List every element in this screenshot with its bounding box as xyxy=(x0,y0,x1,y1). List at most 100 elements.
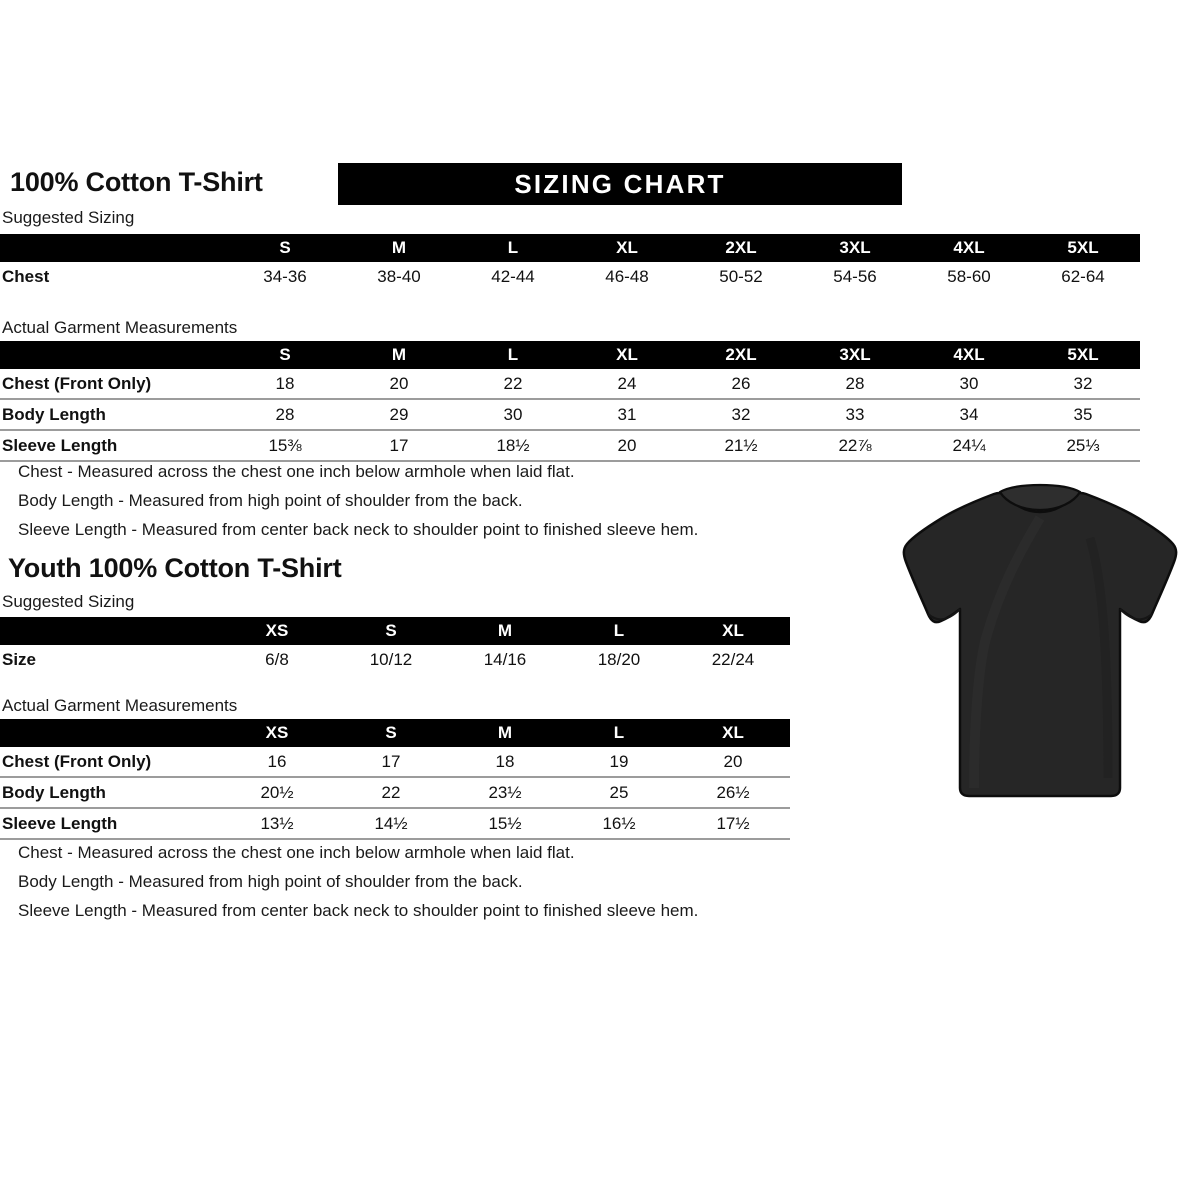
table-cell: 33 xyxy=(798,398,912,430)
table-row: Chest (Front Only) 18 20 22 24 26 28 30 … xyxy=(0,369,1140,399)
adult-suggested-sizing-table: S M L XL 2XL 3XL 4XL 5XL Chest 34-36 38-… xyxy=(0,234,1140,291)
table-row: Size 6/8 10/12 14/16 18/20 22/24 xyxy=(0,645,790,674)
table-cell: 18½ xyxy=(456,429,570,462)
table-row: Body Length 20½ 22 23½ 25 26½ xyxy=(0,776,790,808)
column-header: XL xyxy=(616,238,638,257)
table-cell: 24¼ xyxy=(912,429,1026,462)
table-cell: 24 xyxy=(570,369,684,399)
table-cell: 17½ xyxy=(676,807,790,840)
column-header: 2XL xyxy=(725,345,757,364)
table-cell: 22 xyxy=(456,369,570,399)
table-cell: 16 xyxy=(220,747,334,777)
table-cell: 20 xyxy=(342,369,456,399)
row-label: Body Length xyxy=(0,398,228,430)
table-cell: 25⅓ xyxy=(1026,429,1140,462)
table-cell: 18/20 xyxy=(562,645,676,674)
column-header: 3XL xyxy=(839,345,871,364)
column-header: L xyxy=(613,621,625,640)
row-label: Sleeve Length xyxy=(0,807,220,840)
table-cell: 18 xyxy=(228,369,342,399)
table-row: Body Length 28 29 30 31 32 33 34 35 xyxy=(0,398,1140,430)
table-cell: 14/16 xyxy=(448,645,562,674)
table-cell: 25 xyxy=(562,776,676,808)
table-cell: 38-40 xyxy=(342,262,456,291)
column-header: XL xyxy=(722,621,744,640)
adult-actual-measurements-label: Actual Garment Measurements xyxy=(2,318,238,337)
table-header-row: S M L XL 2XL 3XL 4XL 5XL xyxy=(0,234,1140,262)
column-header: XS xyxy=(265,621,289,640)
column-header: M xyxy=(391,345,407,364)
table-row: Chest (Front Only) 16 17 18 19 20 xyxy=(0,747,790,777)
column-header xyxy=(0,341,228,369)
adult-section-title: 100% Cotton T-Shirt xyxy=(10,167,263,197)
column-header: S xyxy=(279,238,291,257)
table-cell: 22 xyxy=(334,776,448,808)
table-cell: 23½ xyxy=(448,776,562,808)
column-header: M xyxy=(391,238,407,257)
youth-suggested-sizing-label: Suggested Sizing xyxy=(2,592,135,611)
column-header: S xyxy=(279,345,291,364)
table-header-row: S M L XL 2XL 3XL 4XL 5XL xyxy=(0,341,1140,369)
table-cell: 62-64 xyxy=(1026,262,1140,291)
table-cell: 31 xyxy=(570,398,684,430)
row-label: Chest (Front Only) xyxy=(0,747,220,777)
note-line-sleeve-length: Sleeve Length - Measured from center bac… xyxy=(18,901,699,920)
adult-actual-measurements-table: S M L XL 2XL 3XL 4XL 5XL Chest (Front On… xyxy=(0,341,1140,462)
column-header: 5XL xyxy=(1067,345,1099,364)
table-header-row: XS S M L XL xyxy=(0,719,790,747)
column-header: S xyxy=(385,621,397,640)
table-cell: 14½ xyxy=(334,807,448,840)
table-cell: 6/8 xyxy=(220,645,334,674)
row-label: Size xyxy=(0,645,220,674)
youth-measurement-notes: Chest - Measured across the chest one in… xyxy=(18,843,698,930)
table-cell: 29 xyxy=(342,398,456,430)
column-header: 4XL xyxy=(953,345,985,364)
table-row: Sleeve Length 13½ 14½ 15½ 16½ 17½ xyxy=(0,807,790,840)
table-cell: 10/12 xyxy=(334,645,448,674)
row-label: Body Length xyxy=(0,776,220,808)
sizing-chart-banner-label: SIZING CHART xyxy=(514,168,726,199)
table-cell: 58-60 xyxy=(912,262,1026,291)
youth-actual-measurements-label: Actual Garment Measurements xyxy=(2,696,238,715)
note-line-chest: Chest - Measured across the chest one in… xyxy=(18,462,575,481)
youth-actual-measurements-table: XS S M L XL Chest (Front Only) 16 17 18 … xyxy=(0,719,790,840)
column-header: 3XL xyxy=(839,238,871,257)
table-cell: 34-36 xyxy=(228,262,342,291)
table-cell: 22⅞ xyxy=(798,429,912,462)
table-cell: 17 xyxy=(342,429,456,462)
adult-suggested-sizing-label: Suggested Sizing xyxy=(2,208,135,227)
note-line-sleeve-length: Sleeve Length - Measured from center bac… xyxy=(18,520,699,539)
table-row: Chest 34-36 38-40 42-44 46-48 50-52 54-5… xyxy=(0,262,1140,291)
table-cell: 32 xyxy=(684,398,798,430)
note-line-body-length: Body Length - Measured from high point o… xyxy=(18,491,523,510)
column-header: XS xyxy=(265,723,289,742)
table-header-row: XS S M L XL xyxy=(0,617,790,645)
table-cell: 30 xyxy=(456,398,570,430)
row-label: Sleeve Length xyxy=(0,429,228,462)
table-cell: 17 xyxy=(334,747,448,777)
table-cell: 22/24 xyxy=(676,645,790,674)
column-header: M xyxy=(497,723,513,742)
table-cell: 13½ xyxy=(220,807,334,840)
table-cell: 15½ xyxy=(448,807,562,840)
table-cell: 21½ xyxy=(684,429,798,462)
row-label: Chest (Front Only) xyxy=(0,369,228,399)
column-header: XL xyxy=(616,345,638,364)
tshirt-illustration xyxy=(890,478,1190,808)
table-cell: 32 xyxy=(1026,369,1140,399)
column-header: 2XL xyxy=(725,238,757,257)
table-cell: 28 xyxy=(228,398,342,430)
column-header: L xyxy=(613,723,625,742)
table-cell: 34 xyxy=(912,398,1026,430)
table-cell: 15⅜ xyxy=(228,429,342,462)
table-cell: 28 xyxy=(798,369,912,399)
column-header: 4XL xyxy=(953,238,985,257)
note-line-chest: Chest - Measured across the chest one in… xyxy=(18,843,575,862)
tshirt-svg xyxy=(902,483,1178,798)
table-cell: 26 xyxy=(684,369,798,399)
column-header: XL xyxy=(722,723,744,742)
table-row: Sleeve Length 15⅜ 17 18½ 20 21½ 22⅞ 24¼ … xyxy=(0,429,1140,462)
table-cell: 46-48 xyxy=(570,262,684,291)
sizing-chart-banner: SIZING CHART xyxy=(338,163,902,205)
